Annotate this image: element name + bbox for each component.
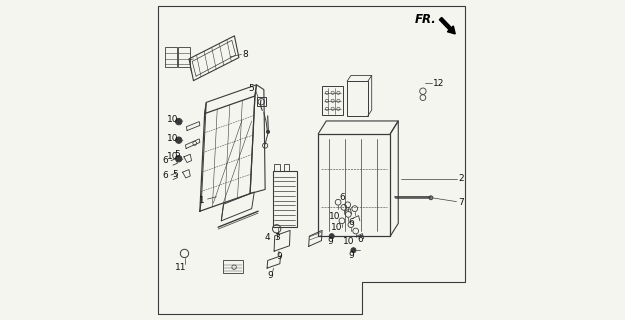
Bar	[257, 97, 266, 106]
Text: 4: 4	[264, 233, 270, 242]
Text: 9: 9	[349, 252, 354, 260]
Text: 10: 10	[167, 134, 178, 143]
Text: 9: 9	[268, 271, 273, 280]
Text: 9: 9	[276, 252, 282, 261]
Circle shape	[266, 130, 269, 133]
Circle shape	[176, 118, 182, 125]
Text: 10: 10	[167, 115, 178, 124]
Bar	[322, 86, 343, 115]
Text: 12: 12	[432, 79, 444, 88]
Text: 6: 6	[339, 193, 345, 202]
Text: 6: 6	[162, 156, 168, 165]
Circle shape	[329, 234, 334, 239]
Bar	[272, 171, 296, 227]
Text: 9: 9	[328, 237, 333, 246]
Bar	[284, 164, 289, 171]
Text: 5: 5	[174, 150, 180, 159]
Bar	[223, 260, 243, 273]
Text: 5: 5	[173, 170, 178, 179]
Text: 6: 6	[162, 171, 168, 180]
Text: 1: 1	[199, 196, 204, 205]
Bar	[164, 47, 177, 67]
Text: 2: 2	[458, 174, 464, 183]
Circle shape	[176, 137, 182, 143]
Text: 10: 10	[167, 152, 178, 161]
Text: 3: 3	[274, 233, 279, 242]
Text: 10: 10	[342, 237, 354, 246]
Bar	[178, 47, 190, 67]
Text: 11: 11	[175, 263, 186, 272]
FancyArrow shape	[439, 18, 455, 34]
Text: 8: 8	[242, 50, 249, 59]
Text: 6: 6	[348, 218, 354, 227]
Text: FR.: FR.	[415, 13, 437, 26]
Circle shape	[351, 248, 356, 253]
Text: 5: 5	[249, 84, 254, 93]
Text: 6: 6	[357, 235, 363, 244]
Text: 10: 10	[329, 212, 340, 221]
Bar	[274, 164, 280, 171]
Circle shape	[176, 156, 182, 162]
Bar	[347, 81, 368, 116]
Text: 10: 10	[331, 223, 342, 232]
Text: 7: 7	[458, 198, 464, 207]
